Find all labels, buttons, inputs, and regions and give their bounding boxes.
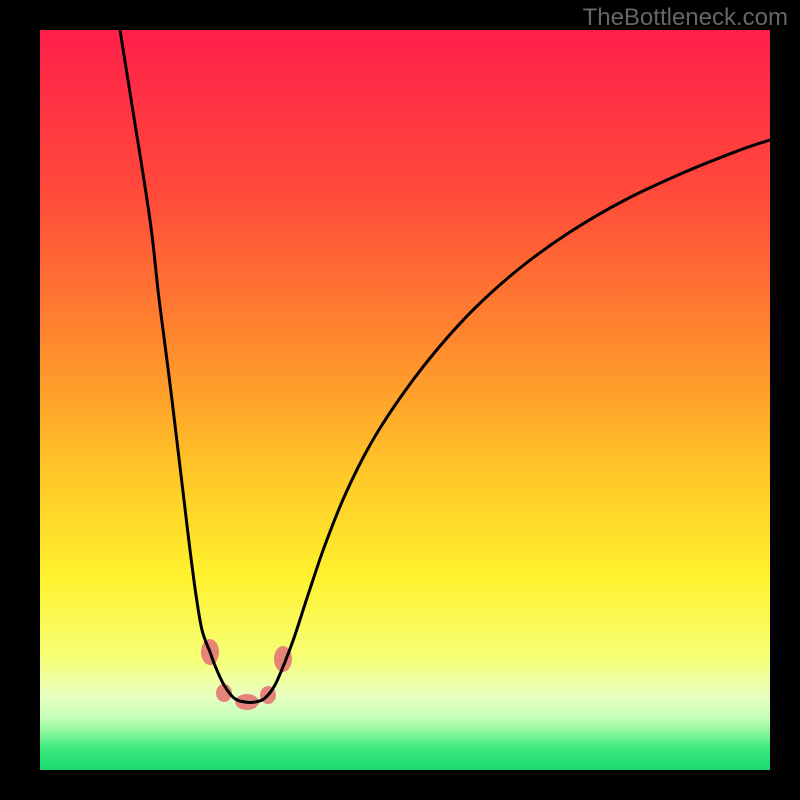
plot-background: [40, 30, 770, 770]
bottleneck-chart: [0, 0, 800, 800]
watermark-text: TheBottleneck.com: [583, 4, 788, 32]
chart-container: TheBottleneck.com: [0, 0, 800, 800]
